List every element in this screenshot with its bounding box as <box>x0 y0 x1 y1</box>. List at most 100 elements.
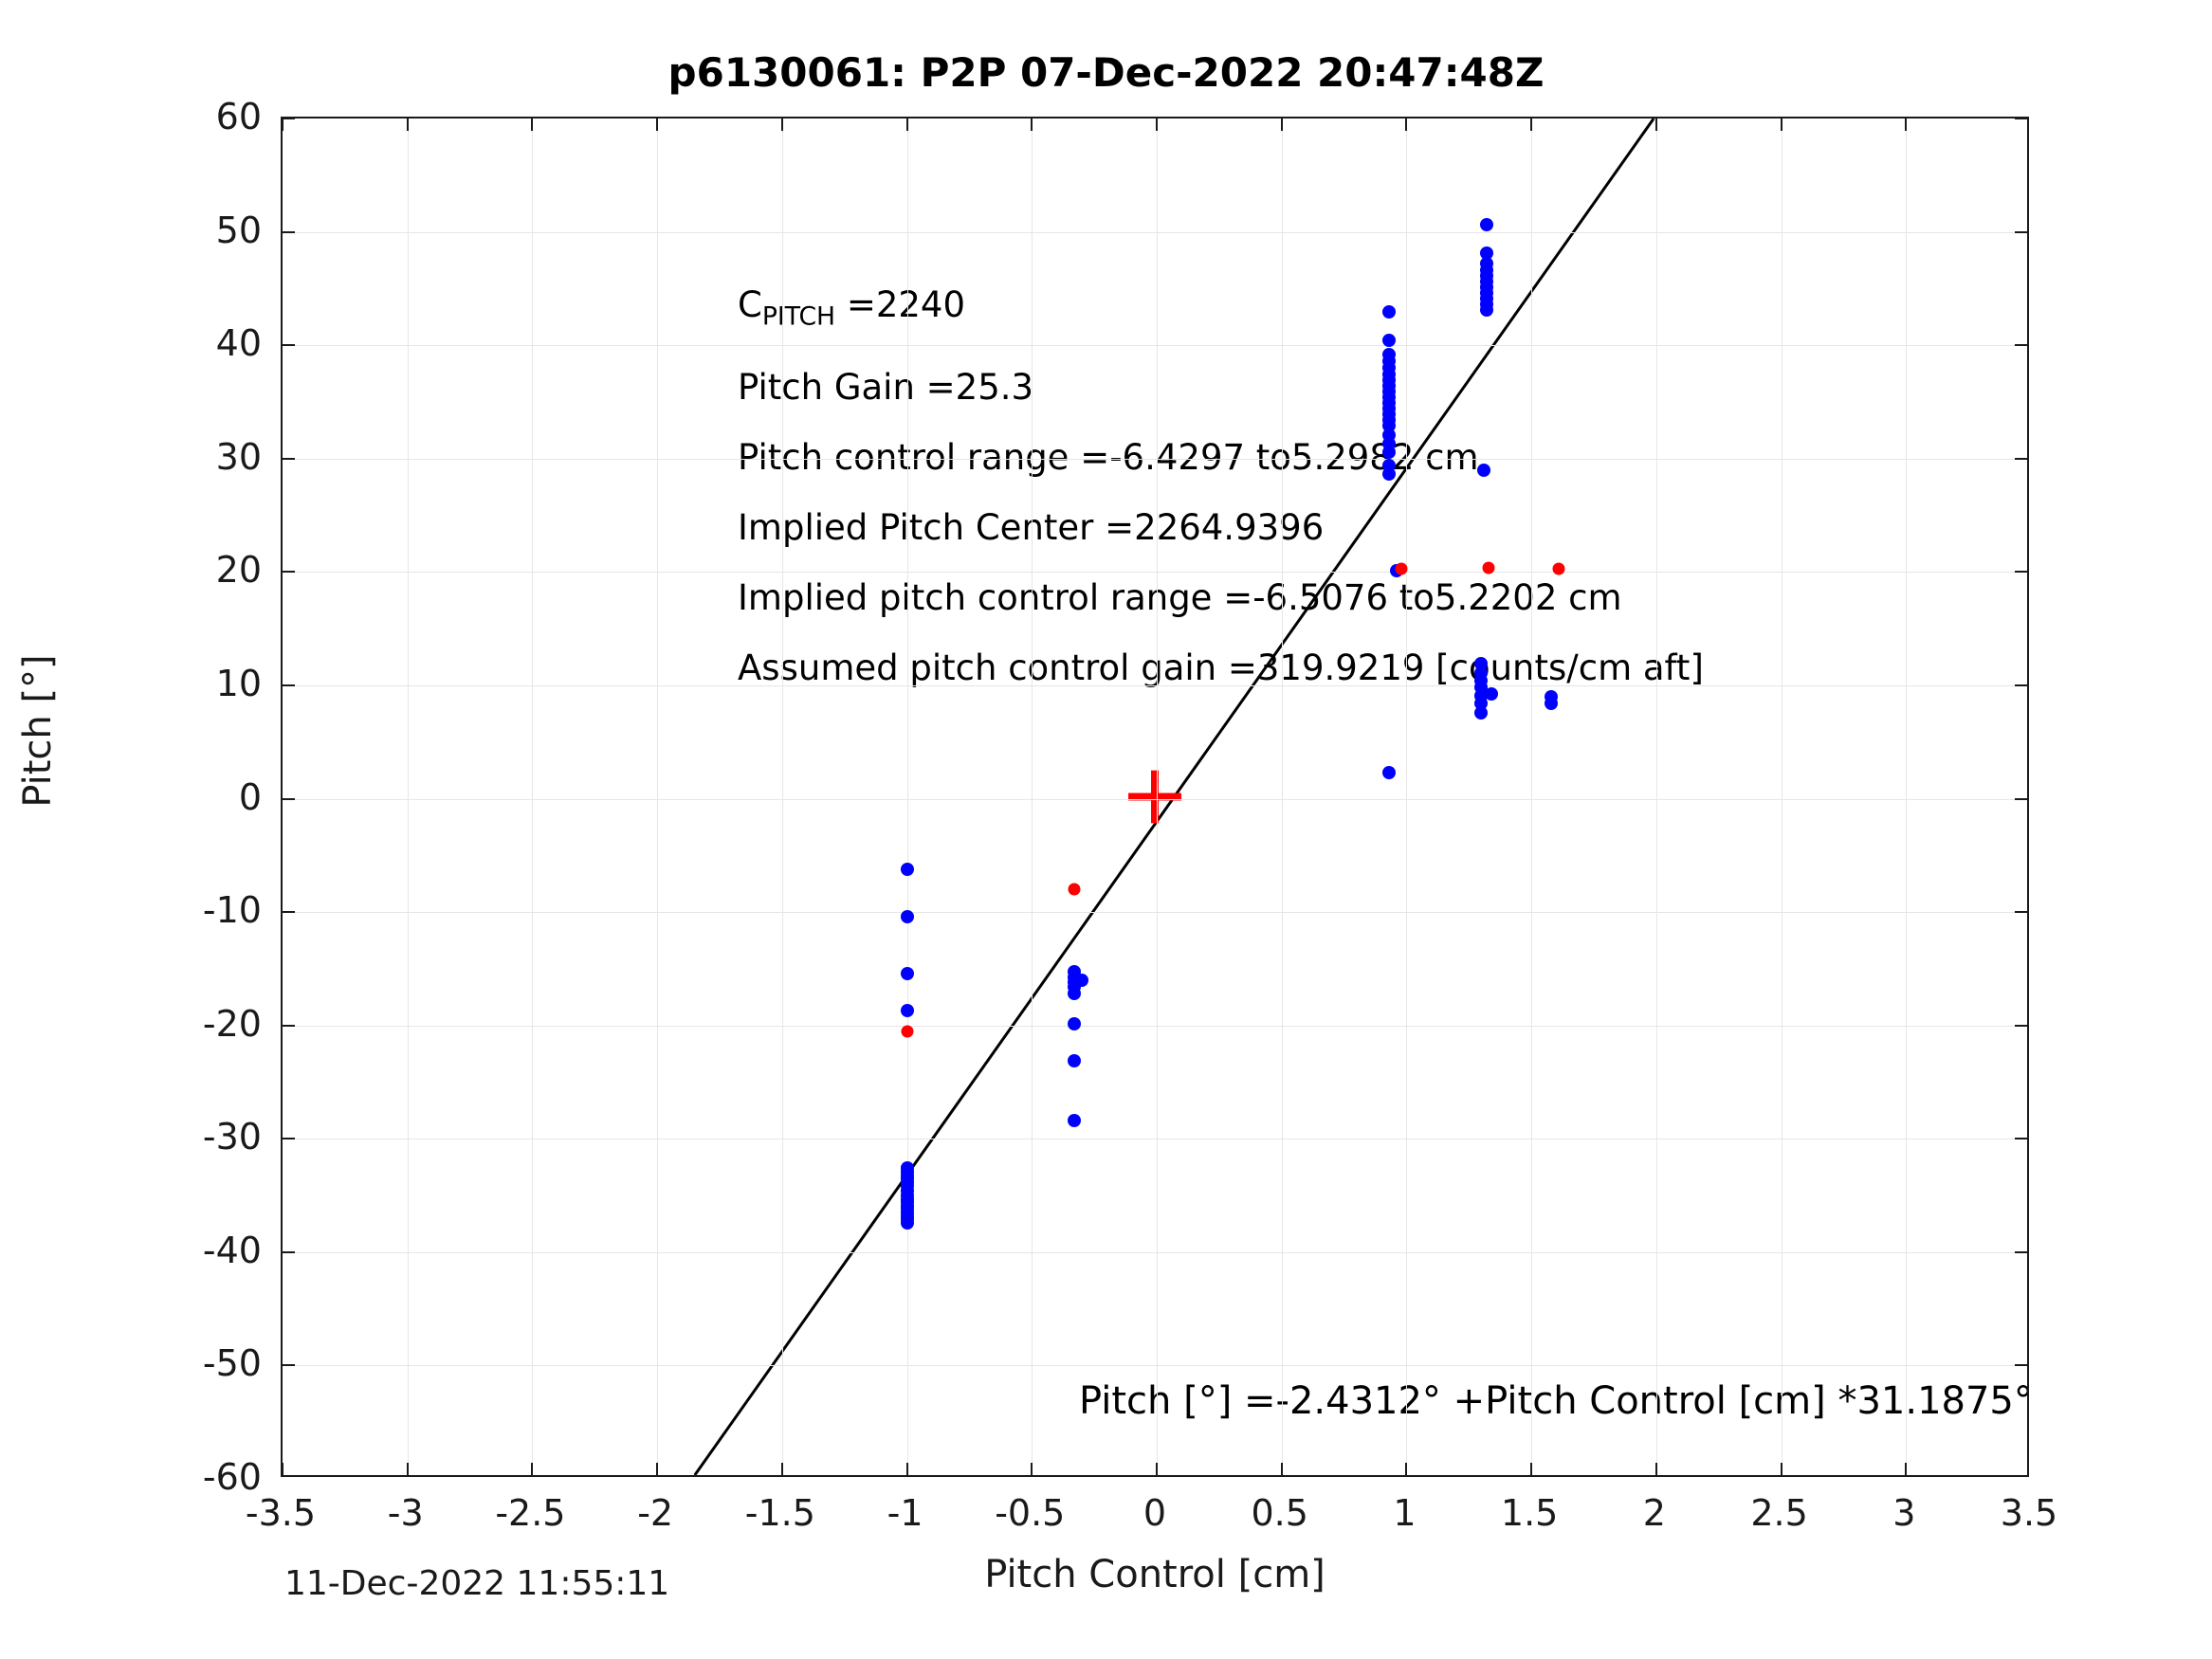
data-point-sample <box>1074 973 1088 987</box>
y-axis-tick-right <box>2015 118 2027 119</box>
data-point-endpoint <box>901 1025 914 1038</box>
x-gridline <box>1032 118 1033 1475</box>
data-point-sample <box>1484 687 1498 702</box>
data-point-endpoint <box>1068 883 1081 896</box>
y-axis-tick <box>283 118 295 119</box>
x-axis-tick <box>1905 1463 1908 1475</box>
data-point-sample <box>1381 765 1396 779</box>
y-axis-tick-label: 60 <box>215 96 262 137</box>
x-axis-tick-label: 1.5 <box>1500 1492 1559 1534</box>
x-gridline <box>657 118 659 1475</box>
x-axis-tick-top <box>905 118 908 131</box>
x-axis-tick <box>656 1463 659 1475</box>
x-axis-tick-top <box>531 118 534 131</box>
x-axis-tick-label: 2.5 <box>1750 1492 1808 1534</box>
y-axis-tick <box>283 571 295 574</box>
x-axis-tick-label: 0 <box>1143 1492 1167 1534</box>
y-axis-tick <box>283 1250 295 1253</box>
x-axis-tick-top <box>1280 118 1283 131</box>
y-axis-tick <box>283 797 295 800</box>
annotation-cpitch-subscript: PITCH <box>761 301 836 332</box>
x-axis-tick-top <box>780 118 783 131</box>
y-axis-tick-label: 20 <box>215 549 262 592</box>
data-point-endpoint <box>1395 562 1408 575</box>
data-point-sample <box>1477 463 1491 477</box>
y-axis-tick-right <box>2015 1250 2027 1253</box>
y-gridline <box>283 1365 2027 1367</box>
x-gridline <box>906 118 908 1475</box>
fit-equation-label: Pitch [°] =-2.4312° +Pitch Control [cm] … <box>1079 1379 2029 1423</box>
data-point-sample <box>1474 657 1489 671</box>
x-axis-tick-label: -1.5 <box>744 1492 815 1534</box>
x-axis-tick-top <box>1405 118 1408 131</box>
y-axis-tick-right <box>2015 1024 2027 1027</box>
x-axis-tick <box>282 1463 283 1475</box>
x-gridline <box>1406 118 1408 1475</box>
annotation-pitch-control-range: Pitch control range =-6.4297 to5.2982 cm <box>738 436 1479 478</box>
x-axis-tick-top <box>1905 118 1908 131</box>
x-axis-tick-top <box>1031 118 1033 131</box>
data-point-sample <box>1068 1053 1082 1067</box>
data-point-sample <box>1479 257 1493 271</box>
data-point-endpoint <box>1482 561 1495 574</box>
y-axis-tick-right <box>2015 1364 2027 1367</box>
x-axis-tick-top <box>656 118 659 131</box>
x-axis-tick-top <box>406 118 409 131</box>
x-axis-tick <box>1530 1463 1533 1475</box>
data-point-sample <box>1068 987 1082 1001</box>
x-axis-tick <box>1780 1463 1782 1475</box>
x-axis-tick <box>406 1463 409 1475</box>
y-gridline <box>283 458 2027 460</box>
y-axis-tick-label: -20 <box>202 1002 262 1045</box>
y-axis-tick-right <box>2015 1138 2027 1140</box>
y-axis-tick-right <box>2015 344 2027 347</box>
x-axis-tick <box>1280 1463 1283 1475</box>
y-axis-tick-label: 0 <box>238 775 262 818</box>
x-gridline <box>1281 118 1283 1475</box>
data-point-sample <box>1479 246 1493 261</box>
x-axis-tick <box>1405 1463 1408 1475</box>
data-point-sample <box>1545 689 1559 703</box>
data-point-sample <box>1068 1017 1082 1031</box>
y-axis-tick <box>283 344 295 347</box>
plot-area[interactable]: CPITCH =2240 Pitch Gain =25.3 Pitch cont… <box>281 117 2029 1477</box>
y-axis-tick-label: 30 <box>215 435 262 478</box>
y-gridline <box>283 1025 2027 1027</box>
x-axis-tick-top <box>282 118 283 131</box>
y-axis-tick-right <box>2015 571 2027 574</box>
x-axis-tick <box>1031 1463 1033 1475</box>
footer-timestamp: 11-Dec-2022 11:55:11 <box>284 1564 670 1603</box>
annotation-cpitch-value: =2240 <box>835 284 966 325</box>
y-axis-tick <box>283 684 295 686</box>
data-point-sample <box>1068 1114 1082 1128</box>
x-axis-tick-label: -2 <box>637 1492 674 1534</box>
y-axis-tick-label: 10 <box>215 662 262 704</box>
data-point-sample <box>900 966 914 980</box>
x-axis-tick-top <box>1530 118 1533 131</box>
y-axis-tick-right <box>2015 911 2027 914</box>
x-axis-tick-top <box>1654 118 1657 131</box>
data-point-sample <box>1381 334 1396 348</box>
x-axis-tick-label: -2.5 <box>495 1492 566 1534</box>
data-point-sample <box>900 909 914 923</box>
x-axis-tick-label: 2 <box>1642 1492 1666 1534</box>
y-axis-tick-right <box>2015 797 2027 800</box>
annotation-cpitch-symbol: C <box>738 284 762 325</box>
y-gridline <box>283 1251 2027 1253</box>
x-gridline <box>1655 118 1657 1475</box>
x-axis-tick <box>531 1463 534 1475</box>
x-gridline <box>1906 118 1908 1475</box>
y-axis-tick-label: -60 <box>202 1456 262 1498</box>
x-axis-tick <box>1156 1463 1158 1475</box>
data-point-sample <box>900 1215 914 1230</box>
data-point-sample <box>900 1004 914 1018</box>
annotation-implied-pitch-center: Implied Pitch Center =2264.9396 <box>738 506 1325 548</box>
y-axis-tick <box>283 911 295 914</box>
x-axis-tick <box>780 1463 783 1475</box>
page-title: p6130061: P2P 07-Dec-2022 20:47:48Z <box>667 49 1545 96</box>
x-gridline <box>781 118 783 1475</box>
annotation-assumed-pitch-control-gain: Assumed pitch control gain =319.9219 [co… <box>738 647 1704 688</box>
x-axis-tick-label: -1 <box>887 1492 923 1534</box>
x-gridline <box>532 118 534 1475</box>
